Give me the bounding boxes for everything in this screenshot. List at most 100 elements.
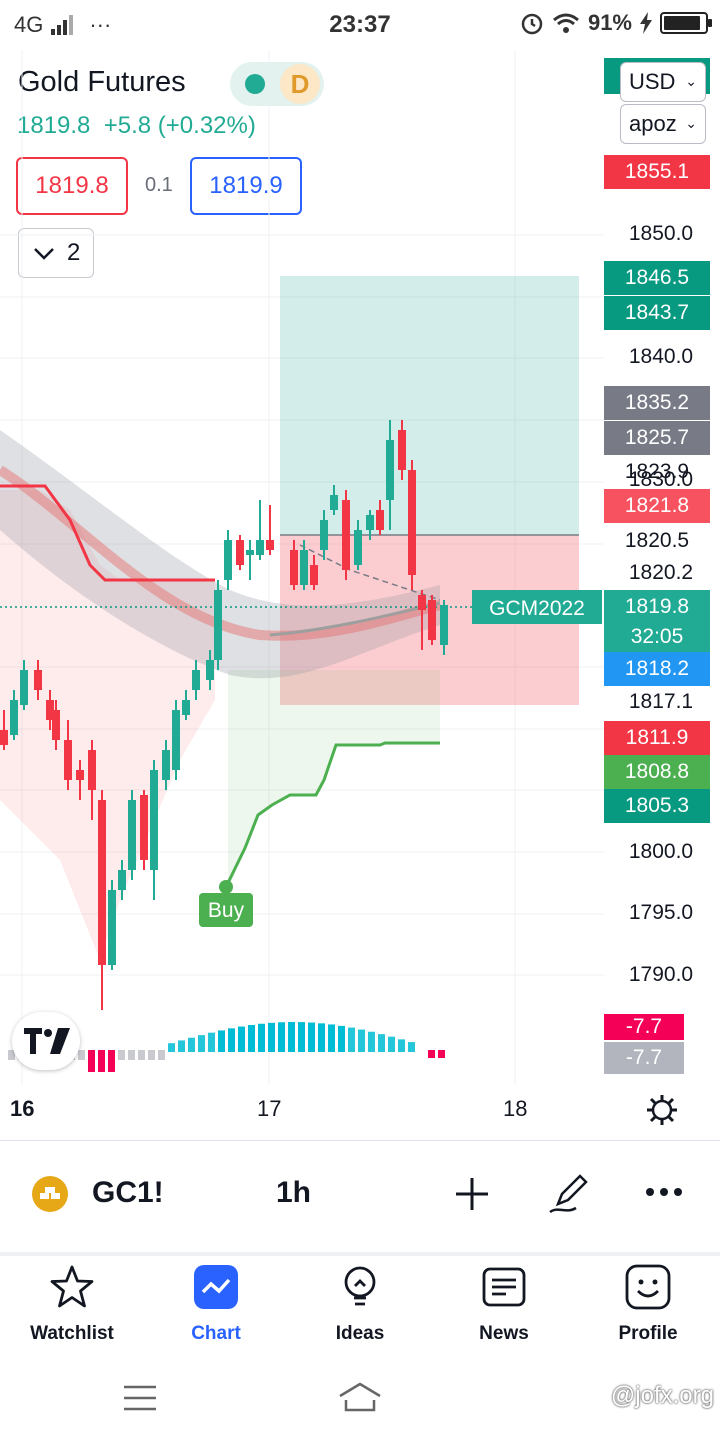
spread-value: 0.1 bbox=[145, 174, 173, 196]
oscillator-bar bbox=[248, 1024, 255, 1052]
oscillator-bar bbox=[278, 1022, 285, 1052]
tab-ideas[interactable]: Ideas bbox=[295, 1264, 425, 1345]
oscillator-bar bbox=[258, 1023, 265, 1052]
candle-body bbox=[428, 600, 436, 640]
unit-select[interactable]: apoz ⌄ bbox=[620, 104, 706, 144]
buy-marker bbox=[219, 880, 233, 894]
symbol-button[interactable]: GC1! bbox=[92, 1176, 164, 1209]
candle-body bbox=[266, 540, 274, 550]
market-status-pill[interactable]: D bbox=[230, 62, 324, 106]
oscillator-bar bbox=[318, 1023, 325, 1052]
oscillator-bar bbox=[208, 1032, 215, 1052]
stop-line bbox=[0, 484, 215, 582]
chevron-down-icon bbox=[34, 248, 54, 260]
bulb-icon bbox=[344, 1266, 376, 1306]
price-tick: 1850.0 bbox=[628, 222, 694, 245]
oscillator-bar bbox=[268, 1022, 275, 1052]
oscillator-bar bbox=[178, 1040, 185, 1052]
tab-watchlist[interactable]: Watchlist bbox=[7, 1264, 137, 1345]
candle-body bbox=[172, 710, 180, 770]
candle-body bbox=[236, 540, 244, 565]
chevron-down-icon: ⌄ bbox=[685, 73, 697, 89]
oscillator-bar bbox=[398, 1039, 405, 1052]
signal-icon bbox=[51, 15, 74, 35]
last-price: 1819.8 bbox=[624, 595, 690, 618]
more-icon[interactable] bbox=[644, 1186, 684, 1198]
oscillator-badge: -7.7 bbox=[604, 1042, 684, 1074]
tradingview-logo[interactable] bbox=[12, 1012, 80, 1070]
candle-body bbox=[10, 700, 18, 735]
tab-profile[interactable]: Profile bbox=[583, 1264, 713, 1345]
oscillator-bar bbox=[108, 1050, 115, 1072]
price-change: 1819.8 +5.8 (+0.32%) bbox=[17, 112, 256, 139]
page-title[interactable]: Gold Futures bbox=[18, 66, 186, 98]
interval-button[interactable]: 1h bbox=[276, 1176, 312, 1209]
tab-label: Ideas bbox=[335, 1323, 385, 1344]
oscillator-bar bbox=[368, 1031, 375, 1052]
watermark: @jofx.org bbox=[610, 1382, 714, 1409]
oscillator-bar bbox=[158, 1050, 165, 1060]
indicators-toggle[interactable]: 2 bbox=[18, 228, 94, 278]
ma-band bbox=[0, 430, 440, 679]
candle-body bbox=[64, 740, 72, 780]
candle-body bbox=[354, 530, 362, 565]
price-tick: 1795.0 bbox=[628, 901, 694, 924]
oscillator-bar bbox=[378, 1034, 385, 1052]
chart-icon bbox=[194, 1265, 238, 1309]
tv-logo-icon bbox=[24, 1028, 70, 1054]
price-tick: 1830.0 bbox=[628, 468, 694, 491]
sell-button[interactable]: 1819.8 bbox=[16, 157, 128, 215]
settings-gear-icon[interactable] bbox=[646, 1094, 678, 1126]
tab-chart[interactable]: Chart bbox=[151, 1264, 281, 1345]
market-open-dot bbox=[245, 74, 265, 94]
battery-percent: 91% bbox=[587, 10, 632, 35]
drawing-pen-icon[interactable] bbox=[548, 1170, 592, 1214]
oscillator-bar bbox=[88, 1050, 95, 1072]
add-icon[interactable] bbox=[454, 1176, 490, 1212]
trailing-line bbox=[224, 741, 440, 888]
network-type: 4G bbox=[14, 12, 44, 37]
candle-body bbox=[386, 440, 394, 500]
currency-label: USD bbox=[629, 69, 676, 94]
candle-body bbox=[256, 540, 264, 555]
candle-body bbox=[418, 595, 426, 610]
price-chart[interactable]: Buy GCM2022 bbox=[0, 0, 604, 1090]
wifi-icon bbox=[552, 13, 579, 33]
candle-body bbox=[128, 800, 136, 870]
price-badge: 1846.5 bbox=[604, 261, 710, 295]
candles bbox=[0, 420, 448, 1010]
oscillator-bar bbox=[128, 1050, 135, 1060]
tab-label: Chart bbox=[191, 1323, 241, 1344]
home-icon[interactable] bbox=[336, 1380, 384, 1414]
oscillator-bar bbox=[98, 1050, 105, 1072]
tab-news[interactable]: News bbox=[439, 1264, 569, 1345]
candle-body bbox=[366, 515, 374, 530]
price-tick: 1840.0 bbox=[628, 345, 694, 368]
price-tick: 1817.1 bbox=[628, 690, 694, 713]
oscillator-bar bbox=[438, 1050, 445, 1058]
oscillator-bar bbox=[428, 1050, 435, 1058]
last-price-badge: 1819.8 32:05 bbox=[604, 590, 710, 652]
smiley-icon bbox=[625, 1264, 671, 1310]
candle-body bbox=[108, 890, 116, 965]
price-tick: 1820.2 bbox=[628, 561, 694, 584]
menu-icon[interactable] bbox=[122, 1384, 158, 1412]
oscillator-bar bbox=[358, 1029, 365, 1052]
candle-body bbox=[52, 710, 60, 740]
candle-body bbox=[162, 750, 170, 780]
tab-label: News bbox=[479, 1323, 529, 1344]
unit-label: apoz bbox=[629, 111, 677, 136]
currency-select[interactable]: USD ⌄ bbox=[620, 62, 706, 102]
date-label-16: 16 bbox=[10, 1096, 35, 1121]
date-label-17: 17 bbox=[257, 1096, 282, 1121]
candle-body bbox=[408, 470, 416, 575]
clock: 23:37 bbox=[329, 11, 391, 38]
candle-body bbox=[206, 660, 214, 680]
candle-body bbox=[192, 670, 200, 690]
price-tick: 1790.0 bbox=[628, 963, 694, 986]
buy-button[interactable]: 1819.9 bbox=[190, 157, 302, 215]
price-badge: 1823.9 bbox=[624, 460, 690, 483]
chart-toolbar bbox=[0, 1140, 720, 1250]
price-badge: 1843.7 bbox=[604, 296, 710, 330]
candle-body bbox=[118, 870, 126, 890]
